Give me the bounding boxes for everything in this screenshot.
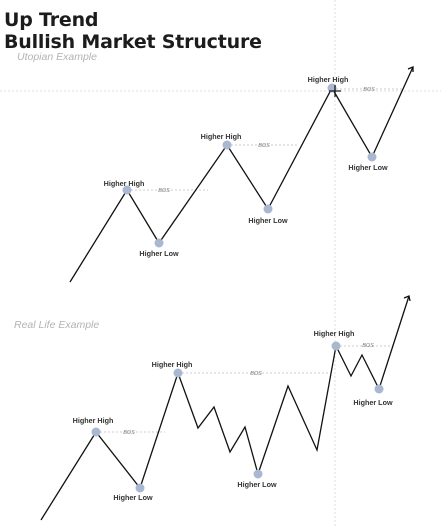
higher-low-marker xyxy=(367,152,377,162)
utopian-example: Higher High Higher Low Higher High Highe… xyxy=(69,66,414,283)
higher-high-marker xyxy=(222,140,232,150)
real-arrow-head xyxy=(403,295,411,302)
bos-label: BOS xyxy=(258,143,270,149)
label-higher-high: Higher High xyxy=(201,132,242,141)
label-higher-high: Higher High xyxy=(314,329,355,338)
real-price-path xyxy=(40,295,410,521)
bos-label: BOS xyxy=(362,343,374,349)
label-higher-high: Higher High xyxy=(308,75,349,84)
bos-label: BOS xyxy=(158,188,170,194)
label-higher-low: Higher Low xyxy=(248,216,288,225)
bos-label: BOS xyxy=(250,371,262,377)
higher-high-marker xyxy=(331,341,341,351)
bos-label: BOS xyxy=(363,87,375,93)
label-higher-low: Higher Low xyxy=(113,493,153,502)
label-higher-low: Higher Low xyxy=(237,480,277,489)
label-higher-low: Higher Low xyxy=(348,163,388,172)
real-life-example-subtitle: Real Life Example xyxy=(14,319,100,331)
higher-high-marker xyxy=(91,427,101,437)
label-higher-high: Higher High xyxy=(152,360,193,369)
title-line-1: Up Trend xyxy=(4,9,99,31)
higher-low-marker xyxy=(253,469,263,479)
higher-high-marker xyxy=(327,83,337,93)
utopian-price-path xyxy=(69,66,414,283)
bos-label: BOS xyxy=(123,430,135,436)
utopian-arrow-head xyxy=(407,66,414,72)
label-higher-high: Higher High xyxy=(104,179,145,188)
utopian-example-subtitle: Utopian Example xyxy=(17,51,97,63)
label-higher-low: Higher Low xyxy=(139,249,179,258)
higher-low-marker xyxy=(154,238,164,248)
higher-high-marker xyxy=(173,368,183,378)
higher-low-marker xyxy=(374,384,384,394)
label-higher-high: Higher High xyxy=(73,416,114,425)
label-higher-low: Higher Low xyxy=(353,398,393,407)
higher-high-marker xyxy=(122,185,132,195)
title-line-2: Bullish Market Structure xyxy=(4,31,262,53)
higher-low-marker xyxy=(135,483,145,493)
real-life-example: Higher High Higher Low Higher High Highe… xyxy=(40,295,411,521)
higher-low-marker xyxy=(263,204,273,214)
